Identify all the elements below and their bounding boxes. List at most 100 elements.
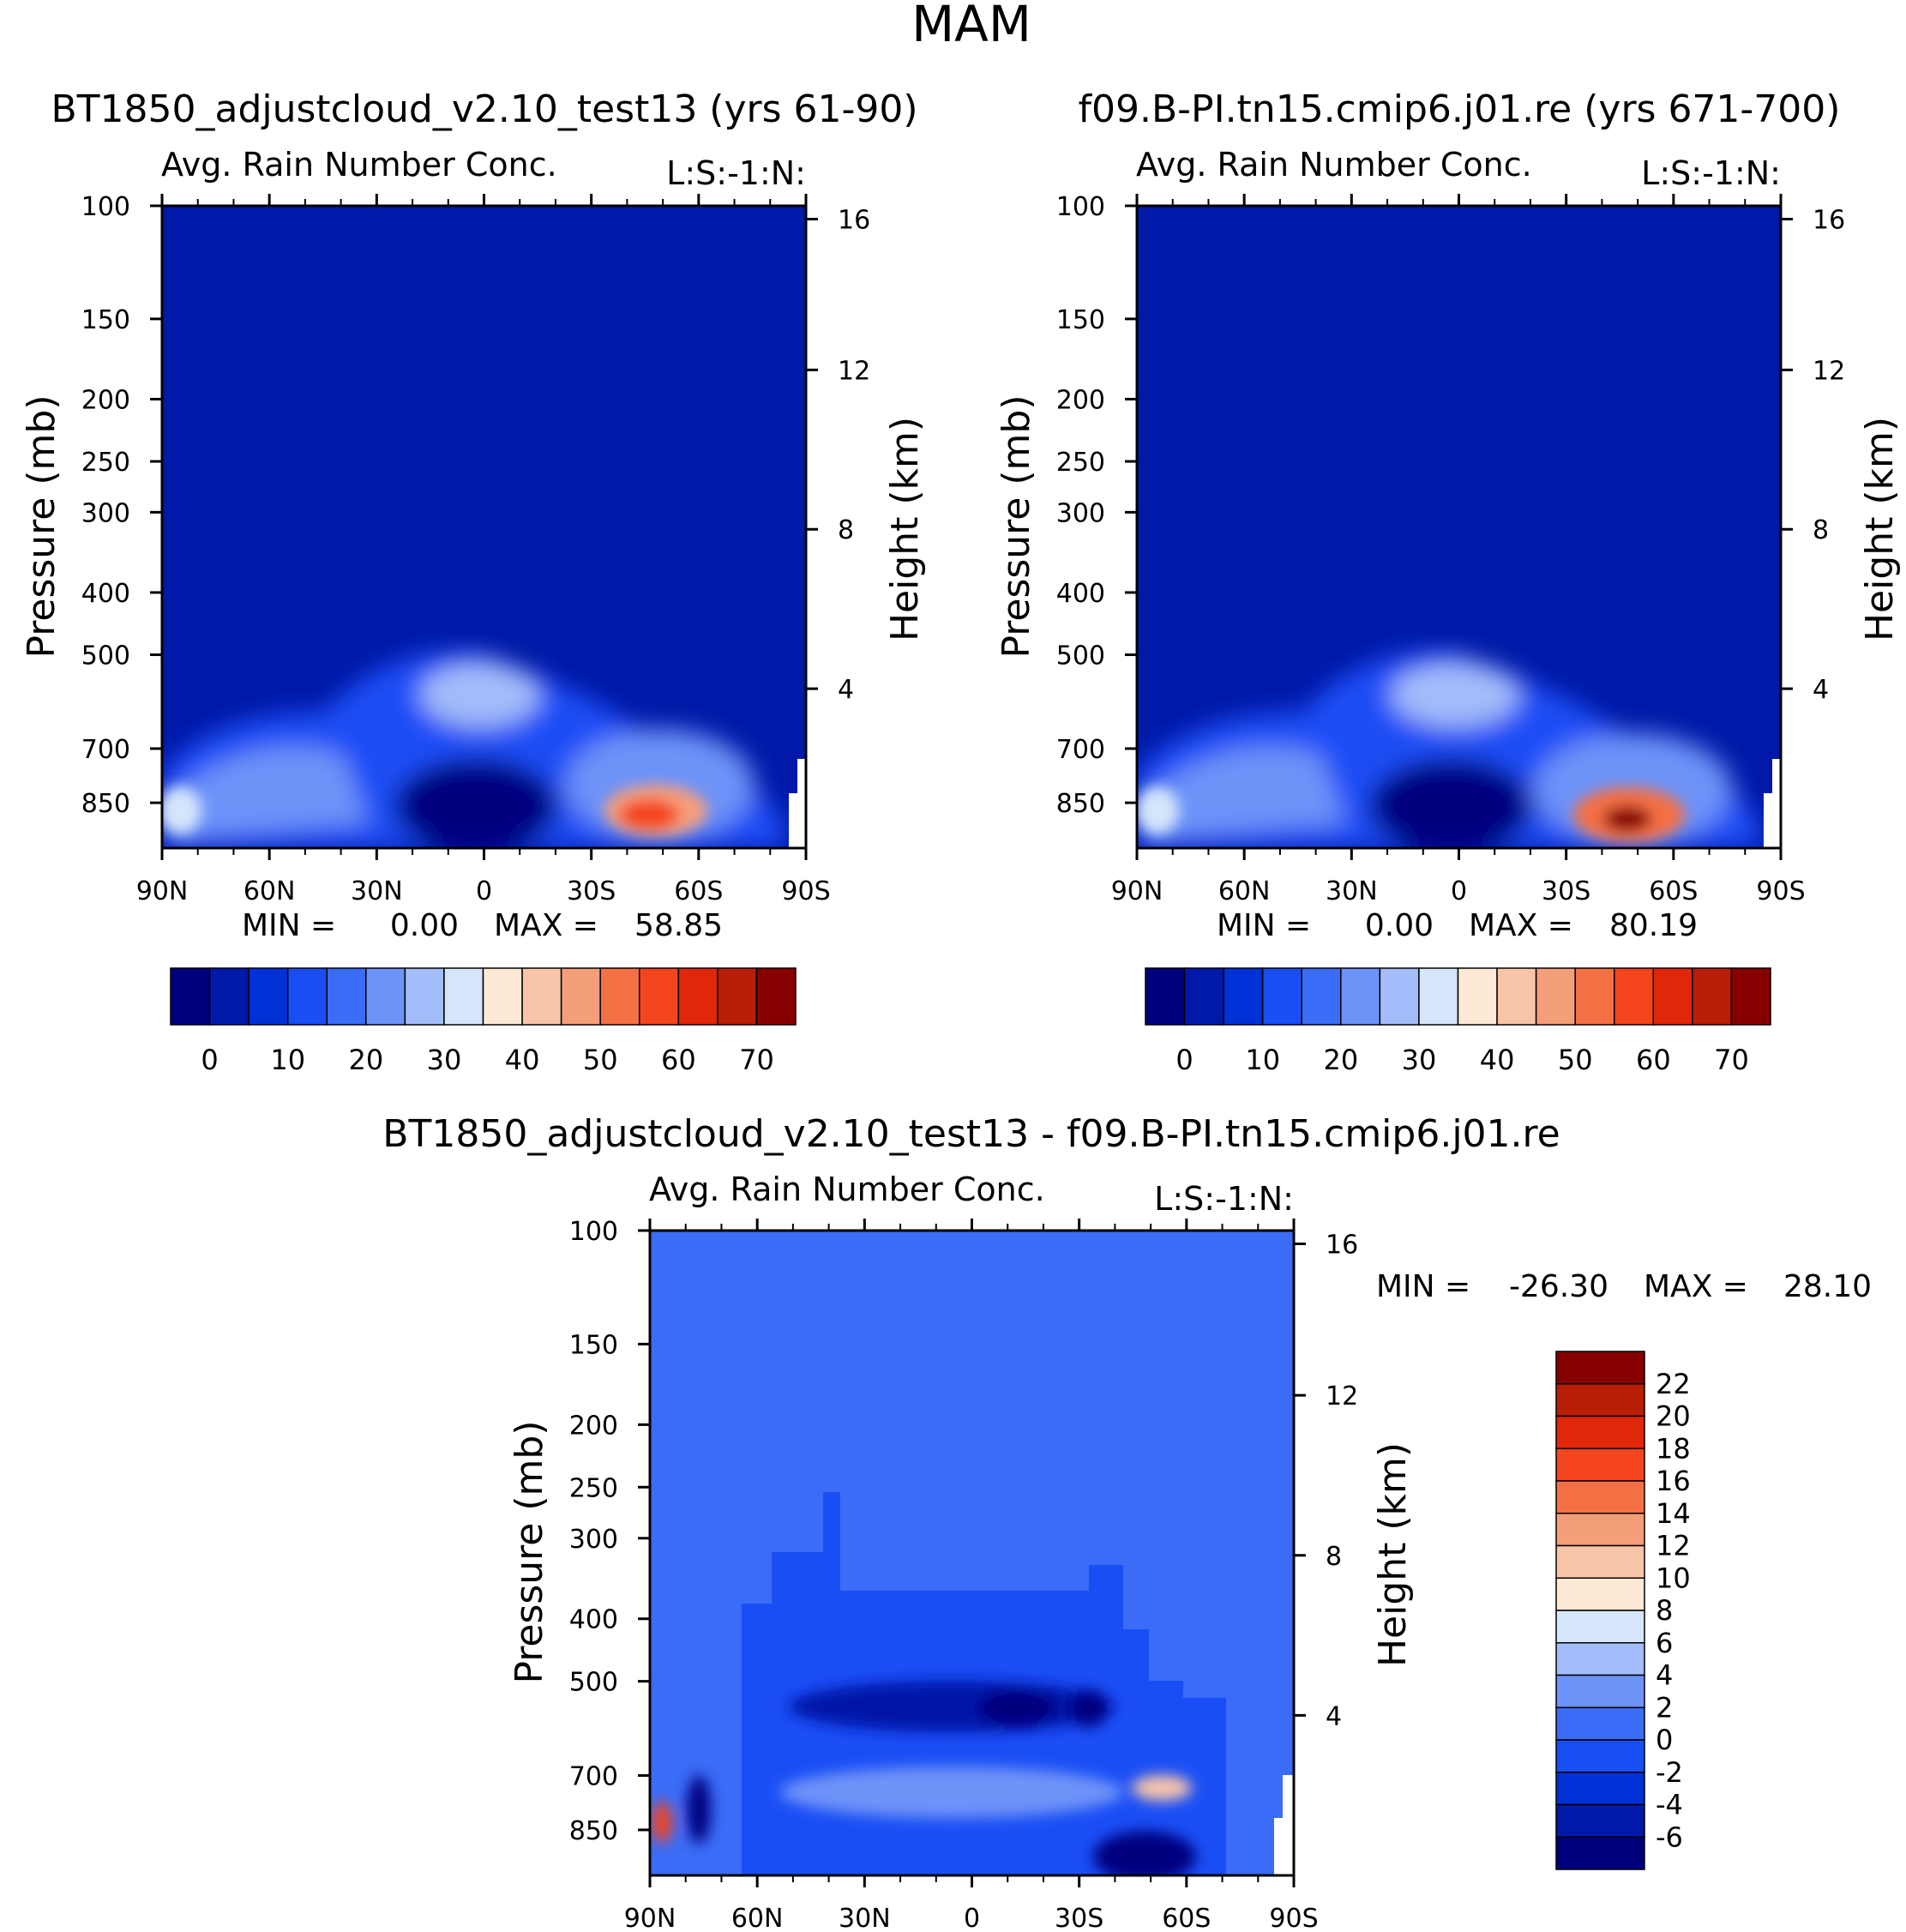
left-y-tick-label: 250	[81, 448, 130, 478]
diff-contour-north-pos	[652, 1802, 672, 1843]
left-colorbar-label: 70	[739, 1044, 774, 1076]
left-colorbar-box	[286, 967, 328, 1026]
right-y-tick-label: 250	[1056, 448, 1105, 478]
right-x-tick-label: 30S	[1542, 876, 1590, 906]
left-y2-tick-label: 12	[838, 356, 870, 386]
diff-colorbar-label: 12	[1656, 1530, 1691, 1562]
left-contour-north-polar	[162, 786, 201, 834]
right-x-tick-label: 0	[1451, 876, 1467, 906]
right-x-tick-label: 90S	[1756, 876, 1805, 906]
right-colorbar-label: 30	[1402, 1044, 1437, 1076]
page-title: MAM	[911, 0, 1031, 53]
diff-y-tick-label: 150	[569, 1330, 618, 1360]
left-max-value: 58.85	[634, 908, 723, 943]
right-colorbar-box	[1418, 967, 1459, 1026]
left-y-tick-label: 300	[81, 498, 130, 528]
diff-colorbar-box	[1555, 1642, 1645, 1676]
right-max-value: 80.19	[1609, 908, 1698, 943]
right-code-label: L:S:-1:N:	[1641, 154, 1781, 192]
right-y-tick-label: 150	[1056, 305, 1105, 335]
left-contour-mid-band	[171, 746, 369, 840]
left-max-label: MAX =	[494, 908, 598, 943]
right-colorbar: 0 10 20 30 40 50 60 70	[1145, 967, 1771, 1076]
right-y-tick-label: 400	[1056, 579, 1105, 609]
left-x-tick-label: 30N	[351, 876, 403, 906]
left-colorbar-box	[326, 967, 367, 1026]
diff-max-value: 28.10	[1783, 1269, 1872, 1304]
left-y-tick-label: 200	[81, 385, 130, 415]
diff-contour-high-top	[840, 1593, 1123, 1619]
left-colorbar-box	[482, 967, 523, 1026]
left-variable-title: Avg. Rain Number Conc.	[161, 146, 557, 184]
diff-colorbar-label: 20	[1656, 1400, 1691, 1433]
right-colorbar-label: 60	[1636, 1044, 1671, 1076]
diff-y-tick-label: 500	[569, 1668, 618, 1698]
left-plot-area	[162, 206, 806, 848]
right-colorbar-box	[1692, 967, 1733, 1026]
left-x-tick-label: 60N	[244, 876, 296, 906]
diff-colorbar-box	[1555, 1513, 1645, 1547]
diff-colorbar-box	[1555, 1480, 1645, 1514]
right-variable-title: Avg. Rain Number Conc.	[1136, 146, 1532, 184]
diff-code-label: L:S:-1:N:	[1154, 1180, 1294, 1218]
right-colorbar-box	[1223, 967, 1264, 1026]
diff-y-tick-label: 700	[569, 1762, 618, 1792]
left-colorbar-box	[365, 967, 406, 1026]
diff-colorbar-label: 6	[1656, 1627, 1673, 1659]
diff-y2-tick-label: 8	[1326, 1542, 1342, 1572]
diff-colorbar-box	[1555, 1803, 1645, 1838]
diff-y-tick-label: 200	[569, 1411, 618, 1441]
diff-colorbar-box	[1555, 1383, 1645, 1417]
diff-x-tick-label: 0	[964, 1904, 980, 1932]
right-colorbar-label: 0	[1175, 1044, 1193, 1076]
right-y-tick-label: 500	[1056, 641, 1105, 671]
right-y2-tick-label: 8	[1813, 515, 1829, 545]
left-contour-upper-lobe	[420, 662, 540, 727]
right-plot-area	[1137, 206, 1781, 848]
panel-left: BT1850_adjustcloud_v2.10_test13 (yrs 61-…	[20, 87, 927, 1076]
right-colorbar-label: 20	[1323, 1044, 1358, 1076]
diff-colorbar-label: -6	[1656, 1821, 1683, 1853]
left-colorbar-box	[404, 967, 445, 1026]
left-min-label: MIN =	[242, 908, 336, 943]
right-colorbar-box	[1652, 967, 1693, 1026]
diff-contour-neg-core-1	[977, 1689, 1055, 1727]
diff-plot-area	[650, 1231, 1294, 1875]
right-contour-north-polar	[1137, 786, 1179, 834]
left-colorbar-label: 60	[661, 1044, 696, 1076]
left-x-tick-label: 90S	[781, 876, 830, 906]
left-x-tick-label: 60S	[674, 876, 723, 906]
right-y2-tick-label: 16	[1813, 205, 1845, 235]
diff-colorbar-label: 2	[1656, 1691, 1673, 1724]
left-colorbar-label: 20	[348, 1044, 383, 1076]
diff-y-tick-label: 850	[569, 1816, 618, 1846]
right-min-label: MIN =	[1217, 908, 1311, 943]
left-x-tick-label: 0	[476, 876, 492, 906]
left-y-tick-label: 150	[81, 305, 130, 335]
diff-colorbar-box	[1555, 1544, 1645, 1579]
right-x-tick-label: 30N	[1326, 876, 1378, 906]
left-missing-data-edge	[789, 759, 806, 848]
diff-colorbar-box	[1555, 1674, 1645, 1708]
right-colorbar-label: 70	[1714, 1044, 1749, 1076]
diff-colorbar-label: 0	[1656, 1724, 1673, 1756]
left-x-tick-label: 30S	[567, 876, 616, 906]
left-contour-south-peak	[619, 799, 679, 830]
diff-colorbar-label: 16	[1656, 1465, 1691, 1497]
diff-y-tick-label: 400	[569, 1605, 618, 1635]
right-y2-tick-label: 4	[1813, 675, 1829, 705]
left-min-value: 0.00	[390, 908, 459, 943]
left-contour-tropical-min	[394, 759, 557, 848]
right-contour-mid-band	[1145, 746, 1346, 840]
left-y2-tick-label: 4	[838, 675, 854, 705]
diff-contour-south-neg	[1093, 1831, 1196, 1875]
diff-y-tick-label: 300	[569, 1525, 618, 1555]
right-colorbar-label: 40	[1480, 1044, 1515, 1076]
left-code-label: L:S:-1:N:	[666, 154, 806, 192]
left-y-tick-label: 850	[81, 789, 130, 819]
left-y-tick-label: 400	[81, 579, 130, 609]
right-colorbar-box	[1379, 967, 1420, 1026]
diff-y-tick-label: 250	[569, 1473, 618, 1503]
